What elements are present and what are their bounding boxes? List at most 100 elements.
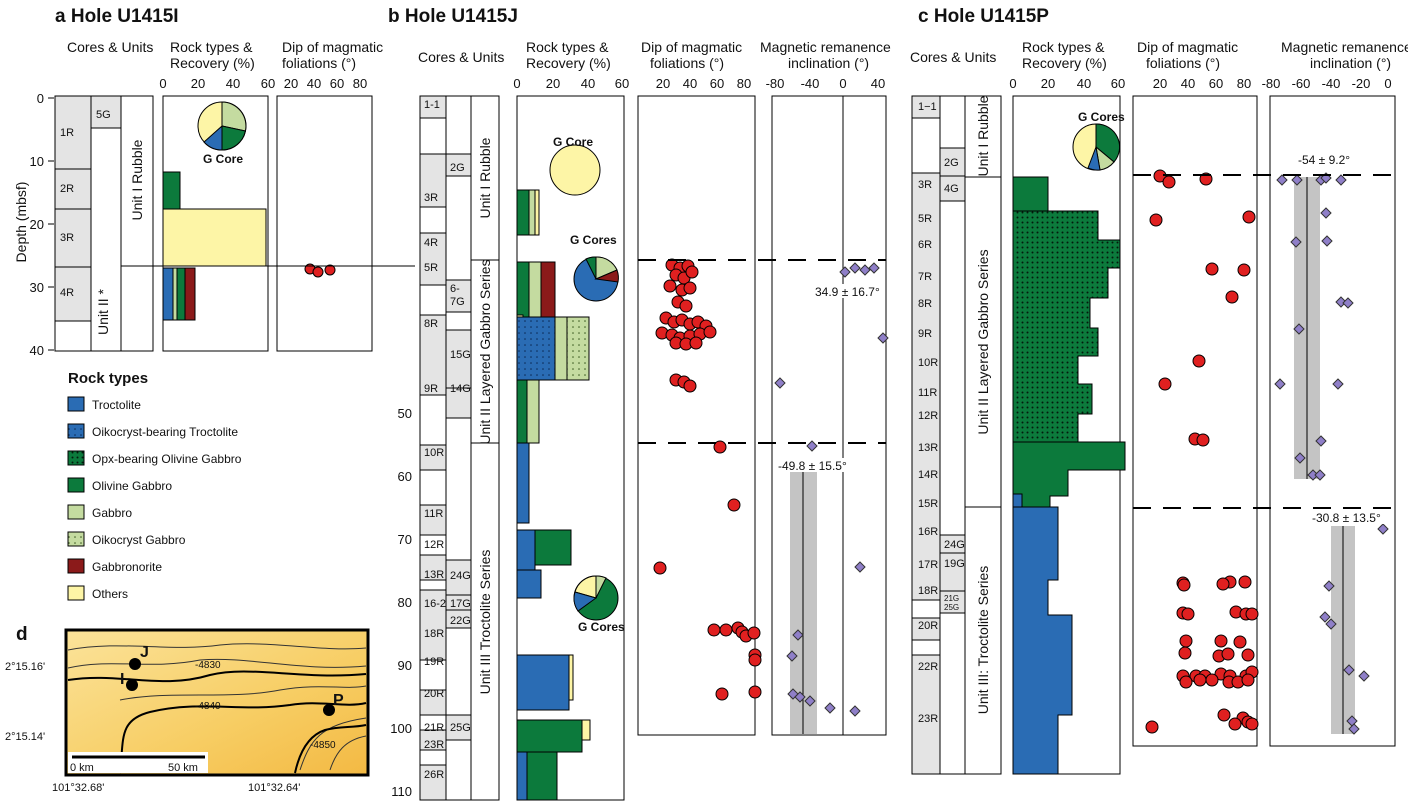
dip-point bbox=[663, 279, 677, 293]
dip-point bbox=[1179, 634, 1193, 648]
dip-point bbox=[1178, 646, 1192, 660]
c-core-label: 7R bbox=[918, 271, 932, 283]
a-rock-header-1: Rock types & bbox=[170, 39, 253, 55]
b-pie-label: G Core bbox=[553, 135, 593, 149]
c-core-label: 20R bbox=[918, 620, 938, 632]
c-core-label: 3R bbox=[918, 179, 932, 191]
mag-point bbox=[1348, 723, 1360, 735]
mag-point bbox=[1315, 435, 1327, 447]
a-dip-point bbox=[324, 264, 336, 276]
b-dip-tick: 60 bbox=[710, 76, 724, 91]
mag-point bbox=[1314, 469, 1326, 481]
b-rock-tick: 0 bbox=[513, 76, 520, 91]
a-dip-tick: 20 bbox=[284, 76, 298, 91]
b-unit-I: Unit I Rubble bbox=[477, 137, 493, 218]
dip-point bbox=[1196, 433, 1210, 447]
a-dip-point bbox=[312, 266, 324, 278]
a-depth-tick-20: 20 bbox=[30, 217, 44, 232]
panel-b: b Hole U1415J Cores & Units Rock types &… bbox=[388, 6, 891, 801]
a-core-4R: 4R bbox=[60, 287, 74, 299]
b-core-label: 3R bbox=[424, 192, 438, 204]
a-rock-tick: 20 bbox=[191, 76, 205, 91]
b-unit-II: Unit II Layered Gabbro Series bbox=[477, 259, 493, 444]
a-dip-header-2: foliations (°) bbox=[282, 55, 356, 71]
c-mag-tick: -60 bbox=[1292, 76, 1311, 91]
dip-point bbox=[685, 265, 699, 279]
hole-P-label: P bbox=[333, 692, 344, 709]
c-core-label: 15R bbox=[918, 498, 938, 510]
b-core-label: 16-2 bbox=[424, 598, 446, 610]
lat-label: 2°15.16' bbox=[5, 661, 45, 673]
b-g-core: 25G bbox=[450, 722, 471, 734]
b-g-core: 17G bbox=[450, 598, 471, 610]
a-g-core-5G: 5G bbox=[96, 109, 111, 121]
a-rock-tick: 60 bbox=[261, 76, 275, 91]
c-mag-tick: -40 bbox=[1322, 76, 1341, 91]
lon-label: 101°32.68' bbox=[52, 782, 104, 794]
mag-point bbox=[849, 705, 861, 717]
panel-c-title: c Hole U1415P bbox=[918, 6, 1049, 27]
legend-item: Gabbronorite bbox=[92, 560, 162, 574]
panel-a: a Hole U1415I Cores & Units Rock types &… bbox=[13, 6, 415, 358]
mag-point bbox=[1358, 670, 1370, 682]
b-rock-tick: 60 bbox=[615, 76, 629, 91]
a-rock-tick: 40 bbox=[226, 76, 240, 91]
dip-point bbox=[727, 498, 741, 512]
c-unit-I: Unit I Rubble bbox=[975, 95, 991, 176]
a-unit-I: Unit I Rubble bbox=[129, 139, 145, 220]
a-core-3R: 3R bbox=[60, 232, 74, 244]
legend-swatch bbox=[67, 558, 85, 574]
b-pie-label: G Cores bbox=[578, 620, 625, 634]
dip-point bbox=[1245, 717, 1259, 731]
b-mag-column bbox=[771, 95, 887, 736]
dip-point bbox=[1214, 634, 1228, 648]
legend-item: Others bbox=[92, 587, 128, 601]
mag-point bbox=[774, 377, 786, 389]
c-core-label: 6R bbox=[918, 239, 932, 251]
b-mag-header-1: Magnetic remanence bbox=[760, 39, 891, 55]
dip-point bbox=[679, 299, 693, 313]
c-core-label: 13R bbox=[918, 442, 938, 454]
b-mag-header-2: inclination (°) bbox=[788, 55, 869, 71]
dip-point bbox=[1145, 720, 1159, 734]
legend-title: Rock types bbox=[68, 370, 148, 387]
c-g-core: 24G bbox=[944, 539, 965, 551]
c-dip-tick: 60 bbox=[1209, 76, 1223, 91]
c-g-core: 2G bbox=[944, 157, 959, 169]
b-core-label: 21R bbox=[424, 722, 444, 734]
c-rock-tick: 40 bbox=[1077, 76, 1091, 91]
c-g-core: 21G bbox=[944, 594, 959, 603]
b-dip-header-2: foliations (°) bbox=[650, 55, 724, 71]
lon-label: 101°32.64' bbox=[248, 782, 300, 794]
b-dip-tick: 80 bbox=[737, 76, 751, 91]
mag-point bbox=[1342, 297, 1354, 309]
b-g-core: 24G bbox=[450, 570, 471, 582]
b-mag-tick: 0 bbox=[839, 76, 846, 91]
b-depth-tick: 50 bbox=[398, 406, 412, 421]
panel-c: c Hole U1415P Cores & Units Rock types &… bbox=[910, 6, 1408, 775]
legend-swatch bbox=[67, 504, 85, 520]
mag-point bbox=[1335, 174, 1347, 186]
a-core-2R: 2R bbox=[60, 183, 74, 195]
c-core-label: 1−1 bbox=[918, 101, 937, 113]
a-dip-tick: 80 bbox=[353, 76, 367, 91]
mag-point bbox=[792, 629, 804, 641]
b-dip-tick: 20 bbox=[656, 76, 670, 91]
dip-point bbox=[713, 440, 727, 454]
c-core-label: 12R bbox=[918, 410, 938, 422]
lat-label: 2°15.14' bbox=[5, 731, 45, 743]
b-rock-header-1: Rock types & bbox=[526, 39, 609, 55]
b-mag-tick: 40 bbox=[871, 76, 885, 91]
legend: Rock types Troctolite Oikocryst-bearing … bbox=[67, 370, 242, 601]
dip-point bbox=[1158, 377, 1172, 391]
dip-point bbox=[747, 626, 761, 640]
dip-point bbox=[1245, 607, 1259, 621]
mag-point bbox=[1332, 378, 1344, 390]
b-core-label: 8R bbox=[424, 318, 438, 330]
b-core-label: 20R bbox=[424, 688, 444, 700]
b-g-core: 2G bbox=[450, 162, 465, 174]
b-core-label: 18R bbox=[424, 628, 444, 640]
mag-point bbox=[1291, 174, 1303, 186]
c-cores-column bbox=[911, 95, 941, 775]
